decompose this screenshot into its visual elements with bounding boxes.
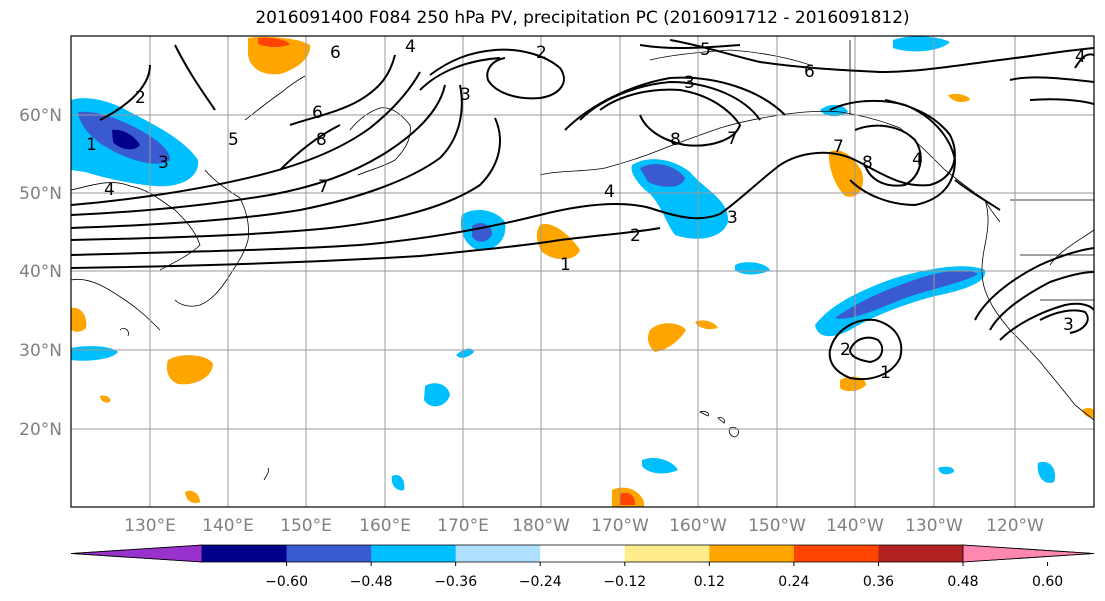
colorbar-segment [202,545,288,562]
map-plot-area: 2 1 4 3 5 6 4 6 8 7 3 2 5 3 6 8 7 4 2 3 … [71,36,1094,507]
lon-label-150w: 150°W [748,516,806,536]
contour-label-7c: 7 [833,137,844,157]
lon-label-140w: 140°W [826,516,884,536]
colorbar-extend-low [70,544,203,563]
colorbar-segment [371,545,457,562]
colorbar-segment [793,545,879,562]
colorbar-tick-label: 0.48 [947,574,978,590]
lon-label-130e: 130°E [124,516,176,536]
lat-label-20: 20°N [19,420,62,440]
contour-label-3c: 3 [684,73,695,93]
lon-label-130w: 130°W [905,516,963,536]
contour-label-5: 5 [228,130,239,150]
lon-label-150e: 150°E [280,516,332,536]
contour-label-1b: 1 [560,255,571,275]
colorbar-tick-label: −0.60 [265,574,308,590]
contour-label-6: 6 [330,43,341,63]
lon-label-160w: 160°W [669,516,727,536]
contour-label-8c: 8 [862,153,873,173]
colorbar-segment [540,545,626,562]
contour-label-2b: 2 [536,43,547,63]
contour-label-6b: 6 [312,103,323,123]
colorbar-tick-label: −0.48 [350,574,393,590]
lat-label-50: 50°N [19,184,62,204]
lon-label-180w: 180°W [512,516,570,536]
colorbar-tick-label: −0.12 [603,574,646,590]
lon-label-160e: 160°E [359,516,411,536]
colorbar-segment [878,545,964,562]
colorbar-segment [709,545,795,562]
longitude-labels: 130°E 140°E 150°E 160°E 170°E 180°W 170°… [124,516,1044,536]
lon-label-170e: 170°E [437,516,489,536]
contour-label-3b: 3 [460,85,471,105]
contour-label-1c: 1 [880,363,891,383]
colorbar-tick-label: 0.12 [694,574,725,590]
colorbar-frame [70,544,1095,563]
contour-label-2c: 2 [630,226,641,246]
contour-label-7b: 7 [727,129,738,149]
precip-shading [71,36,1094,507]
contour-label-2: 2 [135,88,146,108]
colorbar-segment [455,545,541,562]
contour-labels: 2 1 4 3 5 6 4 6 8 7 3 2 5 3 6 8 7 4 2 3 … [86,37,1086,383]
map-title: 2016091400 F084 250 hPa PV, precipitatio… [255,8,910,28]
colorbar-tick-label: 0.60 [1032,574,1063,590]
contour-label-3: 3 [158,153,169,173]
lat-label-60: 60°N [19,106,62,126]
contour-label-4: 4 [104,180,115,200]
plot-frame [70,35,1095,508]
contour-label-4e: 4 [1075,47,1086,67]
contour-label-8b: 8 [670,130,681,150]
lat-label-40: 40°N [19,262,62,282]
lon-label-140e: 140°E [202,516,254,536]
contour-label-5b: 5 [700,40,711,60]
contour-label-4c: 4 [604,182,615,202]
lat-label-30: 30°N [19,341,62,361]
colorbar-tick-label: 0.36 [863,574,894,590]
colorbar: −0.60 −0.48 −0.36 −0.24 −0.12 0.12 0.24 0.36 0.4… [70,544,1095,590]
contour-label-8: 8 [316,130,327,150]
coastlines [71,40,1094,481]
latitude-labels: 60°N 50°N 40°N 30°N 20°N [19,106,62,440]
colorbar-extend-high [962,544,1095,563]
pv-contours [71,39,1094,380]
contour-label-7: 7 [318,177,329,197]
colorbar-tick-label: −0.36 [434,574,477,590]
contour-label-3e: 3 [1063,315,1074,335]
colorbar-segment [286,545,372,562]
lon-label-170w: 170°W [591,516,649,536]
contour-label-3d: 3 [727,208,738,228]
colorbar-tick-label: 0.24 [778,574,809,590]
colorbar-tick-label: −0.24 [519,574,562,590]
contour-label-6c: 6 [804,62,815,82]
contour-label-1: 1 [86,135,97,155]
colorbar-segment [624,545,710,562]
contour-label-4d: 4 [912,150,923,170]
contour-label-2d: 2 [840,340,851,360]
contour-label-4b: 4 [405,37,416,57]
lon-label-120w: 120°W [986,516,1044,536]
